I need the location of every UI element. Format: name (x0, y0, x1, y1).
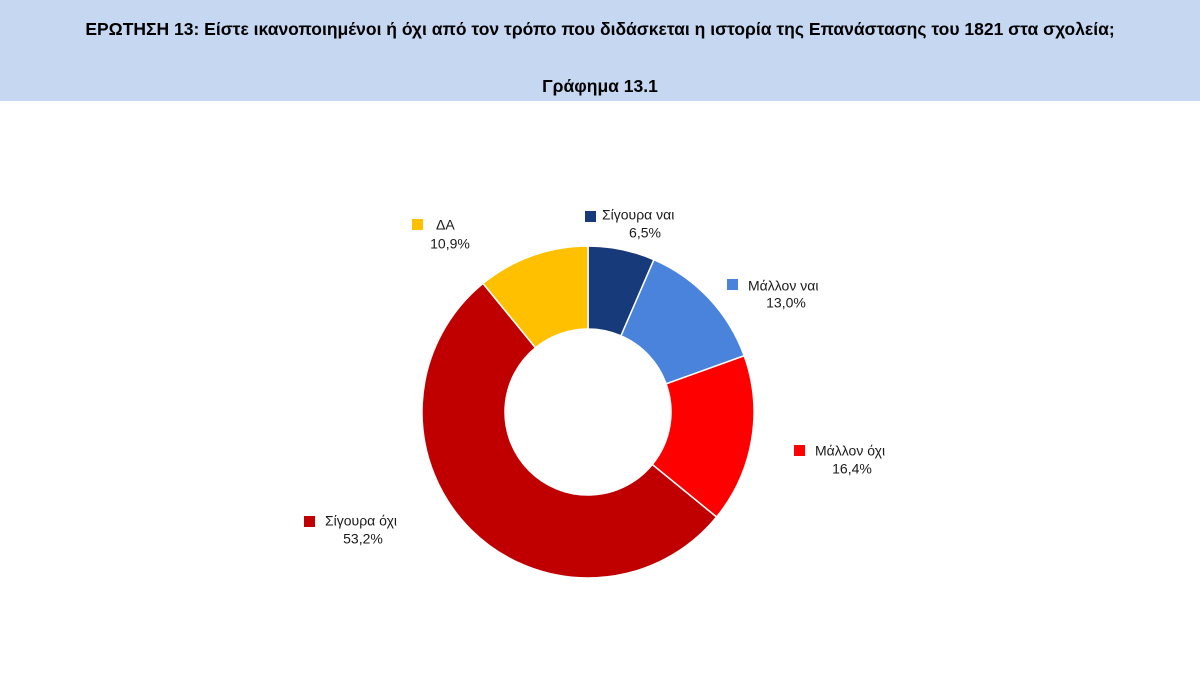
label-category-5: ΔΑ (436, 217, 455, 233)
label-value-2: 13,0% (766, 295, 806, 311)
label-swatch-5 (412, 219, 423, 230)
label-swatch-2 (727, 279, 738, 290)
donut-slice-5 (481, 245, 589, 349)
label-swatch-1 (585, 211, 596, 222)
label-value-3: 16,4% (832, 461, 872, 477)
label-category-3: Μάλλον όχι (815, 443, 885, 459)
label-swatch-3 (794, 445, 805, 456)
donut-slices (421, 245, 755, 579)
donut-slice-4 (421, 282, 718, 579)
header-banner: ΕΡΩΤΗΣΗ 13: Είστε ικανοποιημένοι ή όχι α… (0, 0, 1200, 101)
label-category-4: Σίγουρα όχι (325, 513, 397, 529)
chart-subtitle: Γράφημα 13.1 (542, 76, 658, 96)
question-title: ΕΡΩΤΗΣΗ 13: Είστε ικανοποιημένοι ή όχι α… (85, 19, 1115, 39)
label-swatch-4 (304, 516, 315, 527)
label-value-5: 10,9% (430, 236, 470, 252)
label-category-2: Μάλλον ναι (748, 278, 818, 294)
label-value-1: 6,5% (629, 225, 661, 241)
label-category-1: Σίγουρα ναι (602, 207, 674, 223)
label-value-4: 53,2% (343, 531, 383, 547)
